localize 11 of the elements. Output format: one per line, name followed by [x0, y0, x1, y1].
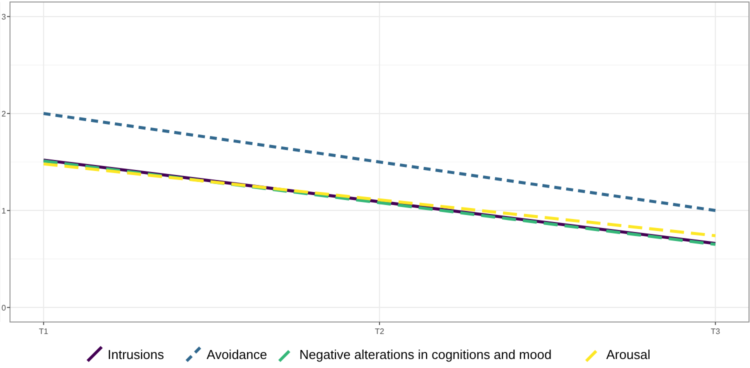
legend-label: Avoidance	[206, 347, 268, 362]
y-tick-label: 2	[2, 110, 7, 119]
x-tick-label: T3	[710, 327, 721, 336]
legend-label: Intrusions	[108, 347, 165, 362]
x-tick-label: T2	[374, 327, 385, 336]
legend-label: Negative alterations in cognitions and mood	[299, 347, 552, 362]
y-tick-label: 3	[2, 12, 7, 22]
legend-label: Arousal	[606, 347, 650, 362]
y-tick-label: 1	[2, 206, 7, 216]
x-tick-label: T1	[38, 327, 49, 336]
y-tick-label: 0	[2, 303, 7, 312]
